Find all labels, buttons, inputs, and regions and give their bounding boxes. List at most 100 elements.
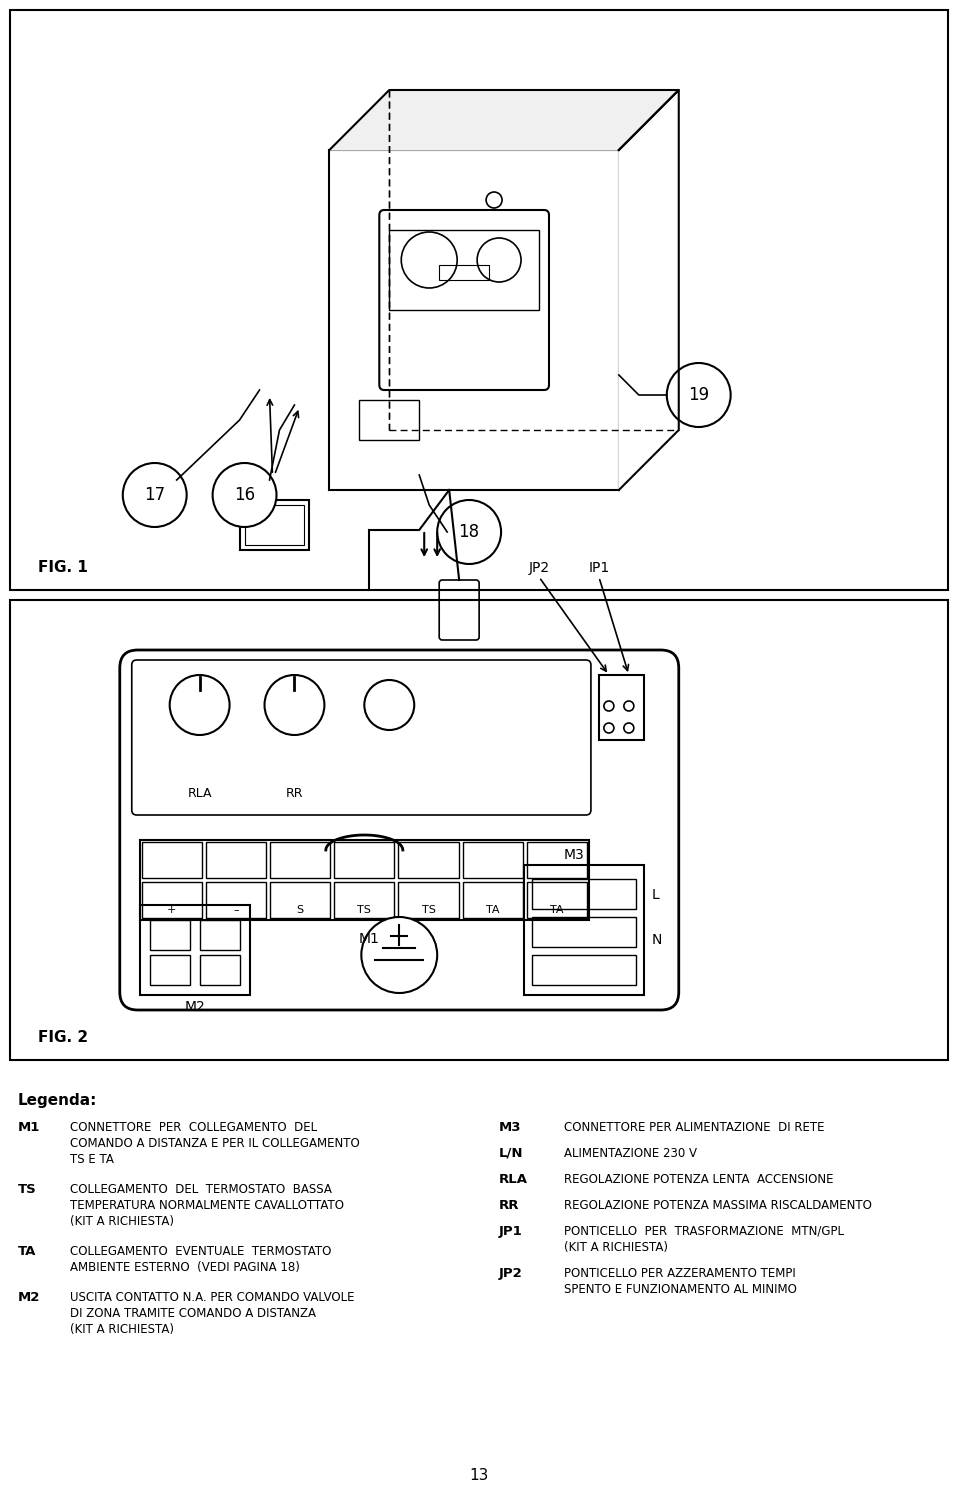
- Text: SPENTO E FUNZIONAMENTO AL MINIMO: SPENTO E FUNZIONAMENTO AL MINIMO: [564, 1283, 797, 1295]
- Text: S: S: [297, 905, 303, 916]
- Bar: [150, 920, 190, 950]
- Text: 13: 13: [469, 1468, 489, 1483]
- Circle shape: [486, 192, 502, 209]
- Text: RR: RR: [286, 787, 303, 800]
- Bar: [532, 880, 636, 910]
- Bar: [200, 920, 240, 950]
- Text: 16: 16: [234, 486, 255, 504]
- Bar: [532, 955, 636, 985]
- Circle shape: [437, 500, 501, 564]
- Text: COLLEGAMENTO  EVENTUALE  TERMOSTATO: COLLEGAMENTO EVENTUALE TERMOSTATO: [70, 1244, 331, 1258]
- Text: TEMPERATURA NORMALMENTE CAVALLOTTATO: TEMPERATURA NORMALMENTE CAVALLOTTATO: [70, 1199, 344, 1211]
- Text: TS E TA: TS E TA: [70, 1153, 113, 1166]
- Text: DI ZONA TRAMITE COMANDO A DISTANZA: DI ZONA TRAMITE COMANDO A DISTANZA: [70, 1307, 316, 1319]
- Text: REGOLAZIONE POTENZA MASSIMA RISCALDAMENTO: REGOLAZIONE POTENZA MASSIMA RISCALDAMENT…: [564, 1199, 872, 1211]
- Bar: [599, 675, 644, 740]
- Bar: [140, 841, 588, 920]
- Polygon shape: [329, 90, 679, 150]
- Text: (KIT A RICHIESTA): (KIT A RICHIESTA): [70, 1214, 174, 1228]
- Bar: [240, 500, 309, 549]
- Text: L/N: L/N: [499, 1147, 523, 1160]
- Text: ALIMENTAZIONE 230 V: ALIMENTAZIONE 230 V: [564, 1147, 697, 1160]
- Text: M2: M2: [184, 1000, 205, 1015]
- Text: USCITA CONTATTO N.A. PER COMANDO VALVOLE: USCITA CONTATTO N.A. PER COMANDO VALVOLE: [70, 1291, 354, 1304]
- Text: (KIT A RICHIESTA): (KIT A RICHIESTA): [70, 1322, 174, 1336]
- Bar: [532, 917, 636, 947]
- Bar: [10, 11, 948, 590]
- Text: REGOLAZIONE POTENZA LENTA  ACCENSIONE: REGOLAZIONE POTENZA LENTA ACCENSIONE: [564, 1172, 833, 1186]
- Text: RLA: RLA: [187, 787, 212, 800]
- Text: M1: M1: [18, 1121, 40, 1133]
- Circle shape: [401, 233, 457, 288]
- Circle shape: [361, 917, 437, 994]
- Text: M1: M1: [359, 932, 380, 946]
- Text: +: +: [167, 905, 177, 916]
- Text: FIG. 2: FIG. 2: [38, 1030, 88, 1045]
- Bar: [150, 955, 190, 985]
- Bar: [359, 399, 420, 440]
- Bar: [205, 883, 266, 919]
- Bar: [527, 883, 587, 919]
- Bar: [439, 266, 489, 281]
- Text: TA: TA: [18, 1244, 36, 1258]
- Bar: [140, 905, 250, 995]
- Text: JP2: JP2: [499, 1267, 523, 1280]
- Text: COMANDO A DISTANZA E PER IL COLLEGAMENTO: COMANDO A DISTANZA E PER IL COLLEGAMENTO: [70, 1136, 360, 1150]
- Text: CONNETTORE  PER  COLLEGAMENTO  DEL: CONNETTORE PER COLLEGAMENTO DEL: [70, 1121, 317, 1133]
- Bar: [200, 955, 240, 985]
- Text: PONTICELLO PER AZZERAMENTO TEMPI: PONTICELLO PER AZZERAMENTO TEMPI: [564, 1267, 796, 1280]
- Text: TS: TS: [357, 905, 372, 916]
- Circle shape: [667, 363, 731, 426]
- Text: AMBIENTE ESTERNO  (VEDI PAGINA 18): AMBIENTE ESTERNO (VEDI PAGINA 18): [70, 1261, 300, 1274]
- Bar: [142, 883, 202, 919]
- Bar: [524, 865, 644, 995]
- Bar: [270, 842, 330, 878]
- Bar: [463, 883, 523, 919]
- Text: TS: TS: [18, 1183, 36, 1196]
- Text: CONNETTORE PER ALIMENTAZIONE  DI RETE: CONNETTORE PER ALIMENTAZIONE DI RETE: [564, 1121, 825, 1133]
- Text: FIG. 1: FIG. 1: [38, 560, 87, 575]
- Circle shape: [265, 675, 324, 735]
- Text: COLLEGAMENTO  DEL  TERMOSTATO  BASSA: COLLEGAMENTO DEL TERMOSTATO BASSA: [70, 1183, 332, 1196]
- Circle shape: [123, 462, 186, 527]
- Bar: [334, 842, 395, 878]
- Bar: [270, 883, 330, 919]
- Circle shape: [604, 701, 613, 711]
- Text: TA: TA: [550, 905, 564, 916]
- Text: N: N: [652, 934, 662, 947]
- Text: 18: 18: [459, 522, 480, 540]
- Bar: [142, 842, 202, 878]
- Bar: [205, 842, 266, 878]
- Bar: [329, 150, 619, 489]
- Text: L: L: [652, 889, 660, 902]
- Circle shape: [477, 239, 521, 282]
- Text: Legenda:: Legenda:: [18, 1093, 97, 1108]
- Text: M2: M2: [18, 1291, 40, 1304]
- Circle shape: [170, 675, 229, 735]
- Text: M3: M3: [499, 1121, 521, 1133]
- Circle shape: [365, 680, 415, 729]
- Bar: [398, 883, 459, 919]
- Text: IP1: IP1: [588, 561, 610, 575]
- Text: JP2: JP2: [528, 561, 549, 575]
- Bar: [527, 842, 587, 878]
- Text: PONTICELLO  PER  TRASFORMAZIONE  MTN/GPL: PONTICELLO PER TRASFORMAZIONE MTN/GPL: [564, 1225, 844, 1238]
- Polygon shape: [619, 90, 679, 489]
- Text: TS: TS: [421, 905, 436, 916]
- Text: RR: RR: [499, 1199, 519, 1211]
- Text: 19: 19: [688, 386, 709, 404]
- Bar: [334, 883, 395, 919]
- Bar: [390, 230, 539, 311]
- Text: M3: M3: [564, 848, 585, 862]
- Circle shape: [624, 723, 634, 732]
- Bar: [10, 600, 948, 1060]
- Text: 17: 17: [144, 486, 165, 504]
- Text: (KIT A RICHIESTA): (KIT A RICHIESTA): [564, 1241, 668, 1253]
- Bar: [463, 842, 523, 878]
- Bar: [245, 504, 304, 545]
- Text: –: –: [233, 905, 239, 916]
- Text: JP1: JP1: [499, 1225, 523, 1238]
- Circle shape: [624, 701, 634, 711]
- Circle shape: [212, 462, 276, 527]
- Circle shape: [604, 723, 613, 732]
